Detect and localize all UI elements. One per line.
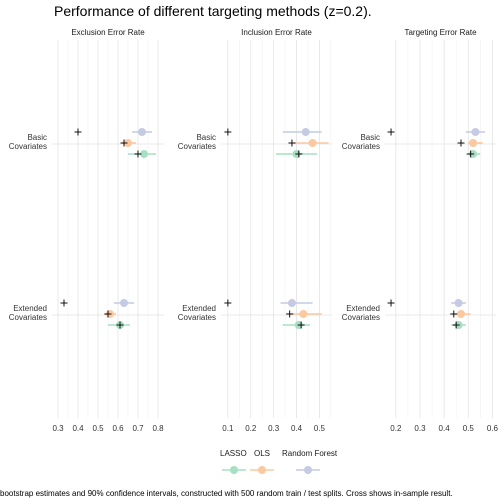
in-sample-cross <box>387 299 395 307</box>
x-tick-label: 0.3 <box>414 424 426 433</box>
point-estimate <box>469 139 478 147</box>
x-tick-label: 0.6 <box>112 424 124 433</box>
in-sample-cross <box>457 139 465 147</box>
x-tick-label: 0.7 <box>132 424 144 433</box>
in-sample-cross <box>224 299 232 307</box>
in-sample-cross <box>286 310 294 318</box>
y-category-label: Extended Covariates <box>9 304 47 322</box>
y-category-label: Basic Covariates <box>178 133 216 151</box>
point-estimate <box>140 150 148 158</box>
legend-label: LASSO <box>220 449 247 458</box>
panel-title: Inclusion Error Rate <box>241 28 312 37</box>
x-tick-label: 0.2 <box>245 424 257 433</box>
point-estimate <box>299 310 308 318</box>
panel-2: Targeting Error Rate 0.2 0.3 0.4 0.5 0.6 Basic… <box>342 28 499 433</box>
legend-item: LASSO <box>220 449 247 474</box>
in-sample-cross <box>450 310 458 318</box>
in-sample-cross <box>452 321 460 329</box>
x-tick-label: 0.5 <box>463 424 475 433</box>
point-estimate <box>454 299 463 307</box>
plot-area: Exclusion Error Rate 0.3 0.4 0.5 0.6 0.7 0.8 Ba… <box>9 28 499 433</box>
legend-item: Random Forest <box>282 449 338 474</box>
in-sample-cross <box>116 321 124 329</box>
point-estimate <box>124 139 132 147</box>
panel-title: Exclusion Error Rate <box>71 28 145 37</box>
x-tick-label: 0.3 <box>52 424 64 433</box>
point-estimate <box>120 299 128 307</box>
x-tick-label: 0.2 <box>390 424 402 433</box>
legend-key-point <box>258 466 266 474</box>
in-sample-cross <box>467 150 475 158</box>
point-estimate <box>308 139 317 147</box>
x-tick-label: 0.6 <box>487 424 499 433</box>
point-estimate <box>138 128 146 136</box>
x-tick-label: 0.4 <box>439 424 451 433</box>
y-category-label: Extended Covariates <box>178 304 216 322</box>
x-tick-label: 0.3 <box>268 424 280 433</box>
chart-caption: bootstrap estimates and 90% confidence i… <box>0 489 453 498</box>
legend-label: OLS <box>254 449 270 458</box>
point-estimate <box>457 310 466 318</box>
y-category-label: Basic Covariates <box>342 133 380 151</box>
legend-item: OLS <box>250 449 274 474</box>
panel-1: Inclusion Error Rate 0.1 0.2 0.3 0.4 0.5 Basic… <box>178 28 332 433</box>
x-tick-label: 0.8 <box>152 424 164 433</box>
in-sample-cross <box>387 128 395 136</box>
legend-key-point <box>304 466 312 474</box>
point-estimate <box>287 299 296 307</box>
in-sample-cross <box>295 150 303 158</box>
chart-title: Performance of different targeting metho… <box>54 3 372 19</box>
x-tick-label: 0.5 <box>314 424 326 433</box>
in-sample-cross <box>134 150 142 158</box>
in-sample-cross <box>74 128 82 136</box>
x-tick-label: 0.5 <box>92 424 104 433</box>
legend-label: Random Forest <box>282 449 338 458</box>
x-tick-label: 0.1 <box>222 424 234 433</box>
x-tick-label: 0.4 <box>291 424 303 433</box>
y-category-label: Extended Covariates <box>342 304 380 322</box>
in-sample-cross <box>288 139 296 147</box>
in-sample-cross <box>224 128 232 136</box>
legend: LASSO OLS Random Forest <box>220 449 338 474</box>
in-sample-cross <box>60 299 68 307</box>
panel-0: Exclusion Error Rate 0.3 0.4 0.5 0.6 0.7 0.8 Ba… <box>9 28 164 433</box>
in-sample-cross <box>104 310 112 318</box>
panel-title: Targeting Error Rate <box>404 28 477 37</box>
in-sample-cross <box>120 139 128 147</box>
in-sample-cross <box>297 321 305 329</box>
point-estimate <box>301 128 310 136</box>
y-category-label: Basic Covariates <box>9 133 47 151</box>
point-estimate <box>471 128 480 136</box>
legend-key-point <box>230 466 238 474</box>
x-tick-label: 0.4 <box>72 424 84 433</box>
